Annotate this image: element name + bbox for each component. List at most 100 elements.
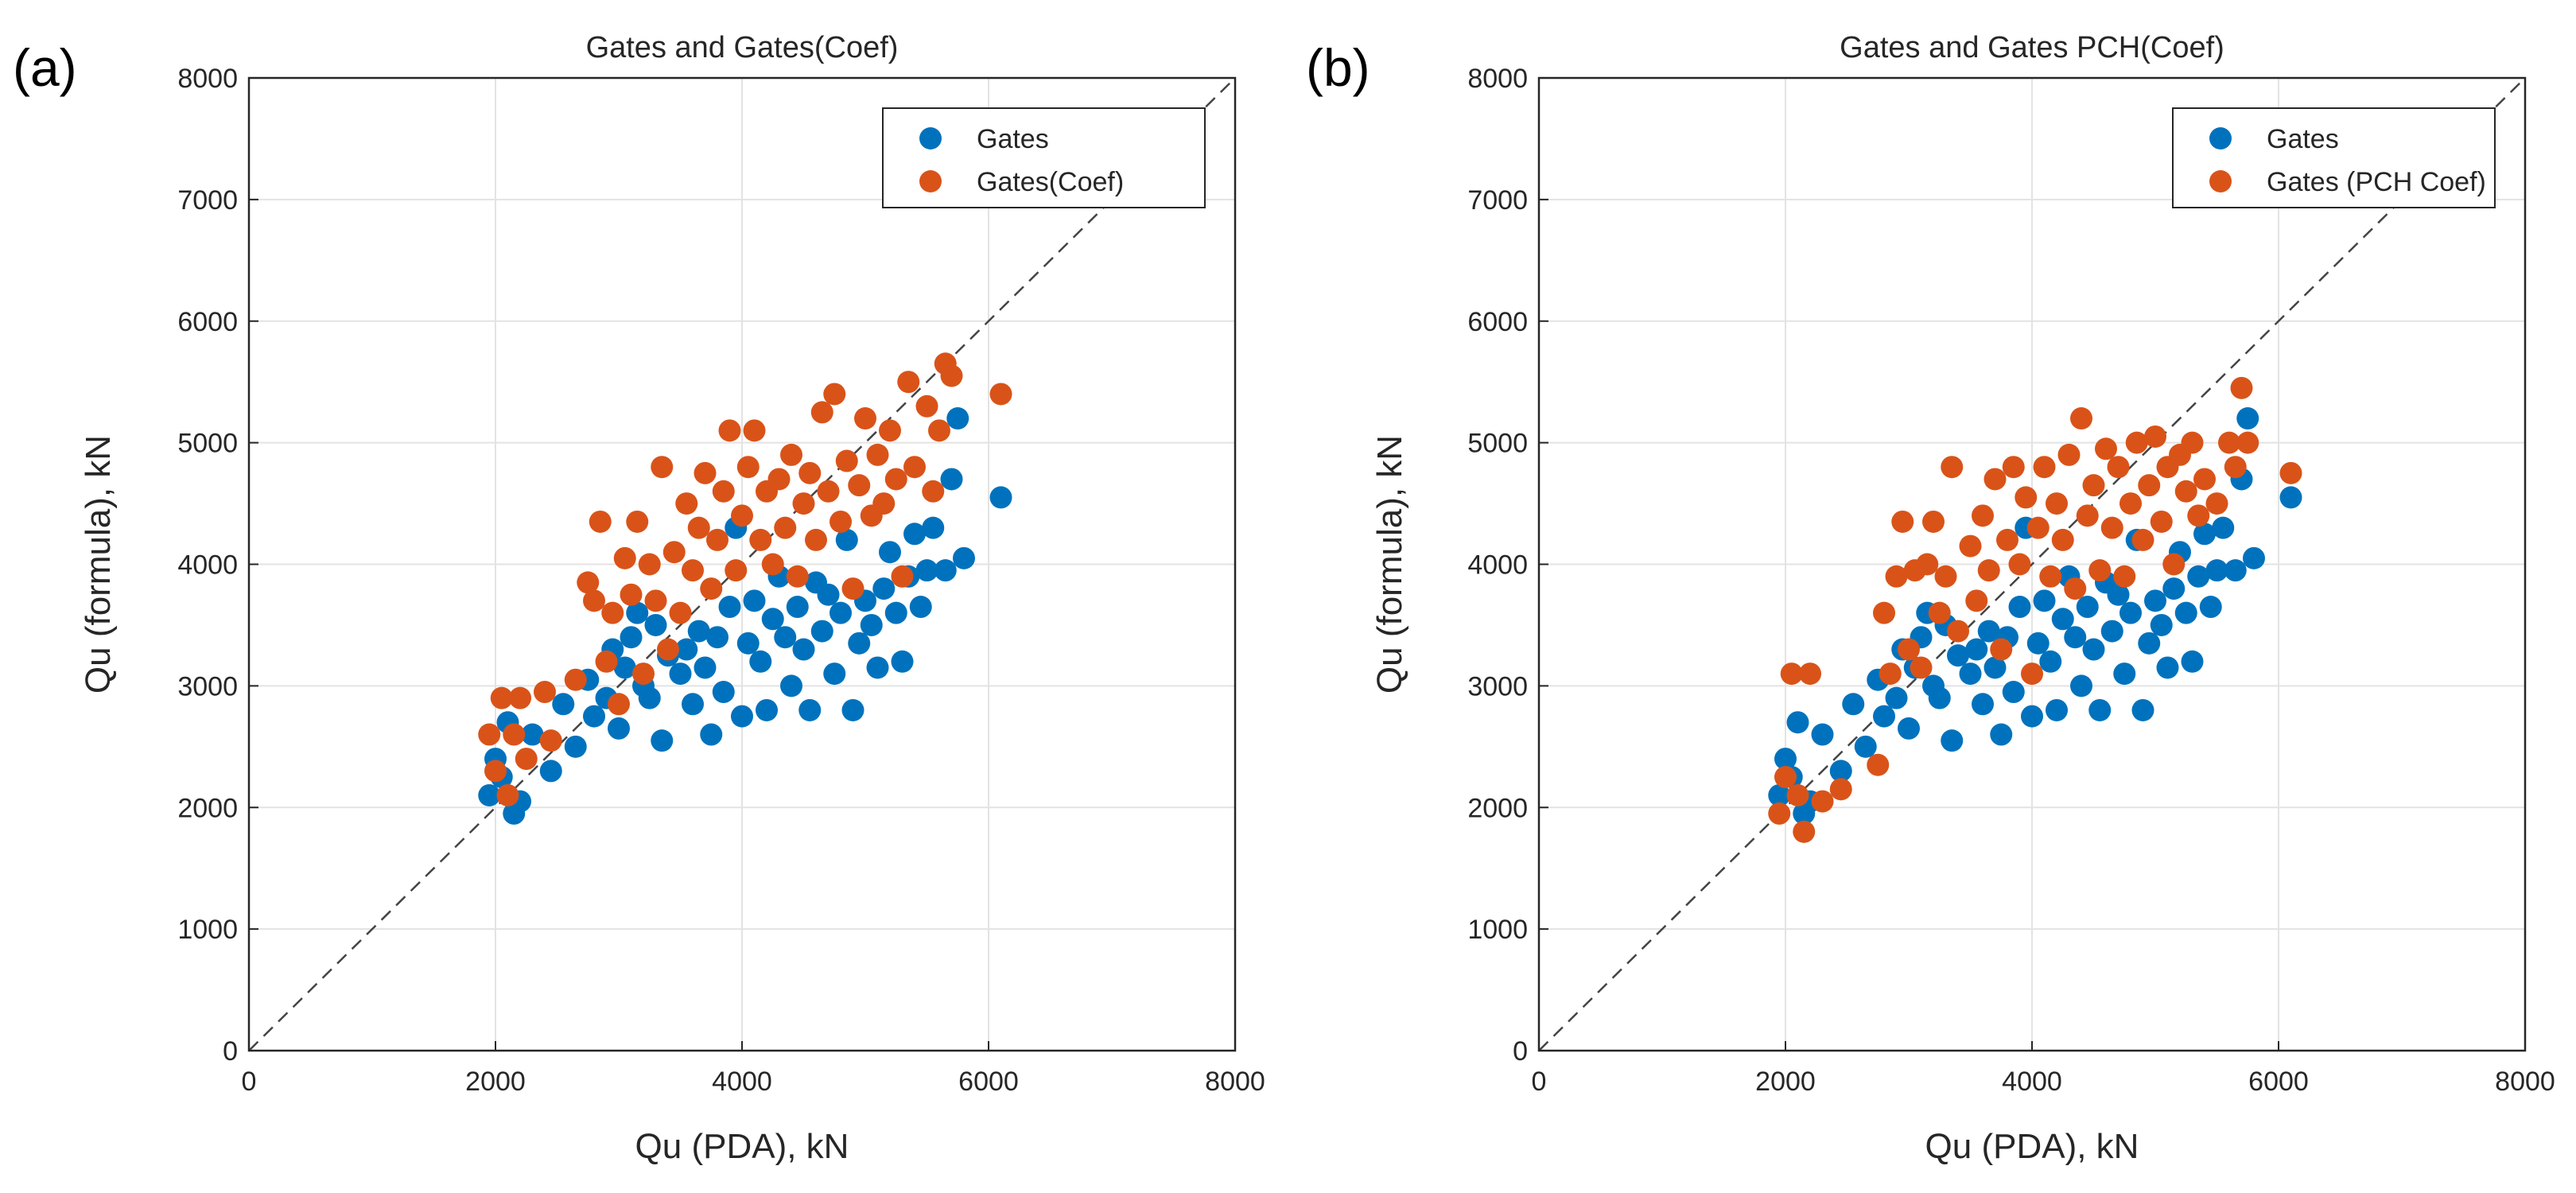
- data-point: [2193, 468, 2216, 491]
- data-point: [644, 589, 667, 612]
- panel-label: (b): [1306, 38, 1370, 97]
- data-point: [2279, 461, 2302, 484]
- data-point: [2138, 474, 2161, 497]
- data-point: [854, 407, 876, 430]
- data-point: [700, 723, 723, 746]
- data-point: [632, 663, 655, 686]
- x-tick-label: 0: [242, 1067, 257, 1097]
- data-point: [1768, 802, 1791, 825]
- data-point: [835, 528, 858, 551]
- data-point: [1885, 686, 1908, 709]
- data-point: [2015, 486, 2038, 509]
- data-point: [743, 419, 766, 442]
- data-point: [848, 474, 871, 497]
- data-point: [2150, 613, 2173, 636]
- y-tick-label: 4000: [177, 550, 238, 581]
- data-point: [810, 401, 833, 424]
- data-point: [1842, 693, 1865, 716]
- data-point: [786, 596, 809, 619]
- data-point: [1972, 504, 1994, 527]
- data-point: [1965, 589, 1988, 612]
- legend-marker: [919, 127, 942, 150]
- data-point: [798, 698, 822, 721]
- data-point: [946, 407, 969, 430]
- data-point: [989, 486, 1012, 509]
- data-point: [1990, 723, 2013, 746]
- data-point: [694, 461, 717, 484]
- data-point: [687, 620, 710, 643]
- data-point: [2070, 674, 2092, 698]
- data-point: [786, 565, 809, 588]
- data-point: [478, 723, 501, 746]
- data-point: [1941, 456, 1964, 479]
- data-point: [903, 523, 926, 546]
- series-coef: [1768, 376, 2302, 843]
- data-point: [897, 371, 920, 394]
- data-point: [2021, 663, 2043, 686]
- data-point: [638, 686, 661, 709]
- y-tick-label: 6000: [177, 307, 238, 337]
- data-point: [2131, 528, 2154, 551]
- data-point: [731, 504, 753, 527]
- legend-marker: [2209, 170, 2232, 192]
- data-point: [509, 686, 531, 709]
- panel-label: (a): [13, 38, 77, 97]
- data-point: [953, 546, 975, 569]
- data-point: [2236, 407, 2259, 430]
- data-point: [2076, 504, 2099, 527]
- x-tick-label: 8000: [1205, 1067, 1265, 1097]
- data-point: [564, 668, 587, 691]
- data-point: [940, 364, 963, 387]
- data-point: [2187, 565, 2210, 588]
- data-point: [743, 589, 766, 612]
- data-point: [2002, 456, 2025, 479]
- data-point: [1879, 663, 1902, 686]
- data-point: [608, 717, 630, 740]
- legend-label: Gates: [2267, 124, 2339, 154]
- data-point: [2181, 431, 2204, 454]
- data-point: [761, 553, 784, 576]
- data-point: [484, 760, 507, 783]
- data-point: [2033, 589, 2056, 612]
- legend-label: Gates (PCH Coef): [2267, 167, 2486, 197]
- data-point: [891, 565, 914, 588]
- data-point: [915, 559, 938, 582]
- data-point: [2218, 431, 2240, 454]
- data-point: [736, 631, 760, 655]
- data-point: [2064, 577, 2087, 600]
- data-point: [830, 601, 852, 624]
- data-point: [2076, 596, 2099, 619]
- data-point: [1811, 723, 1834, 746]
- data-point: [2199, 596, 2222, 619]
- series-coef: [478, 352, 1012, 806]
- data-point: [2008, 553, 2031, 576]
- data-point: [2082, 474, 2105, 497]
- data-point: [2156, 656, 2179, 679]
- data-point: [1941, 729, 1964, 752]
- data-point: [657, 638, 679, 661]
- data-point: [682, 693, 704, 716]
- chart-panel-b: 0 2000 4000 6000 8000 0 1000 2000 3000 4000 5000 60…: [1306, 31, 2555, 1166]
- data-point: [891, 650, 914, 673]
- y-axis-label: Qu (formula), kN: [79, 435, 118, 694]
- data-point: [1873, 705, 1895, 728]
- data-point: [2088, 698, 2112, 721]
- legend-label: Gates: [977, 124, 1049, 154]
- data-point: [595, 650, 618, 673]
- data-point: [1854, 735, 1877, 758]
- data-point: [669, 663, 692, 686]
- data-point: [2119, 492, 2142, 515]
- data-point: [675, 492, 698, 515]
- data-point: [2051, 608, 2074, 631]
- data-point: [2205, 559, 2228, 582]
- chart-panel-a: 0 2000 4000 6000 8000 0 1000 2000 3000 4000 5000 60…: [13, 31, 1265, 1166]
- data-point: [694, 656, 717, 679]
- data-point: [1947, 644, 1969, 667]
- data-point: [706, 528, 729, 551]
- data-point: [817, 583, 840, 606]
- data-point: [2205, 492, 2228, 515]
- data-point: [2002, 681, 2025, 704]
- data-point: [608, 693, 630, 716]
- data-point: [780, 674, 802, 698]
- data-point: [731, 705, 753, 728]
